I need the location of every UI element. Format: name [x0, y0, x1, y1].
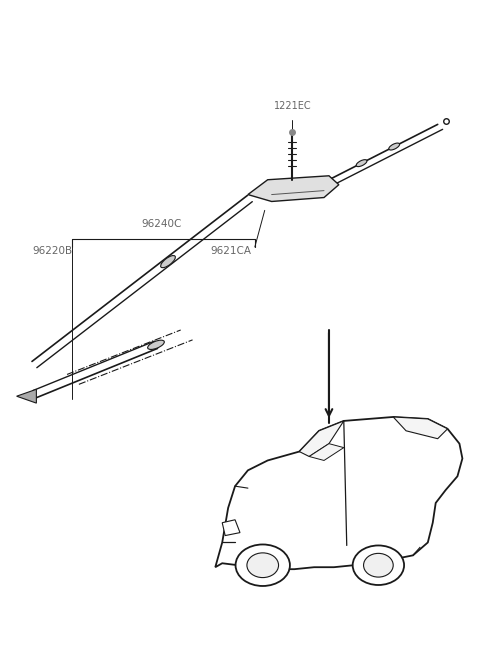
- Text: 96220B: 96220B: [33, 246, 72, 256]
- Ellipse shape: [247, 553, 278, 578]
- Ellipse shape: [236, 545, 290, 586]
- Polygon shape: [222, 520, 240, 535]
- Polygon shape: [17, 390, 36, 403]
- Ellipse shape: [353, 545, 404, 585]
- Ellipse shape: [363, 553, 393, 577]
- Text: 1221EC: 1221EC: [274, 101, 311, 110]
- Ellipse shape: [389, 143, 399, 150]
- Polygon shape: [216, 417, 462, 569]
- Polygon shape: [393, 417, 447, 439]
- Ellipse shape: [161, 256, 175, 267]
- Ellipse shape: [148, 340, 164, 350]
- Polygon shape: [309, 443, 344, 461]
- Ellipse shape: [356, 160, 367, 167]
- Text: 9621CA: 9621CA: [210, 246, 252, 256]
- Polygon shape: [300, 421, 344, 457]
- Polygon shape: [248, 176, 339, 202]
- Text: 96240C: 96240C: [141, 219, 181, 229]
